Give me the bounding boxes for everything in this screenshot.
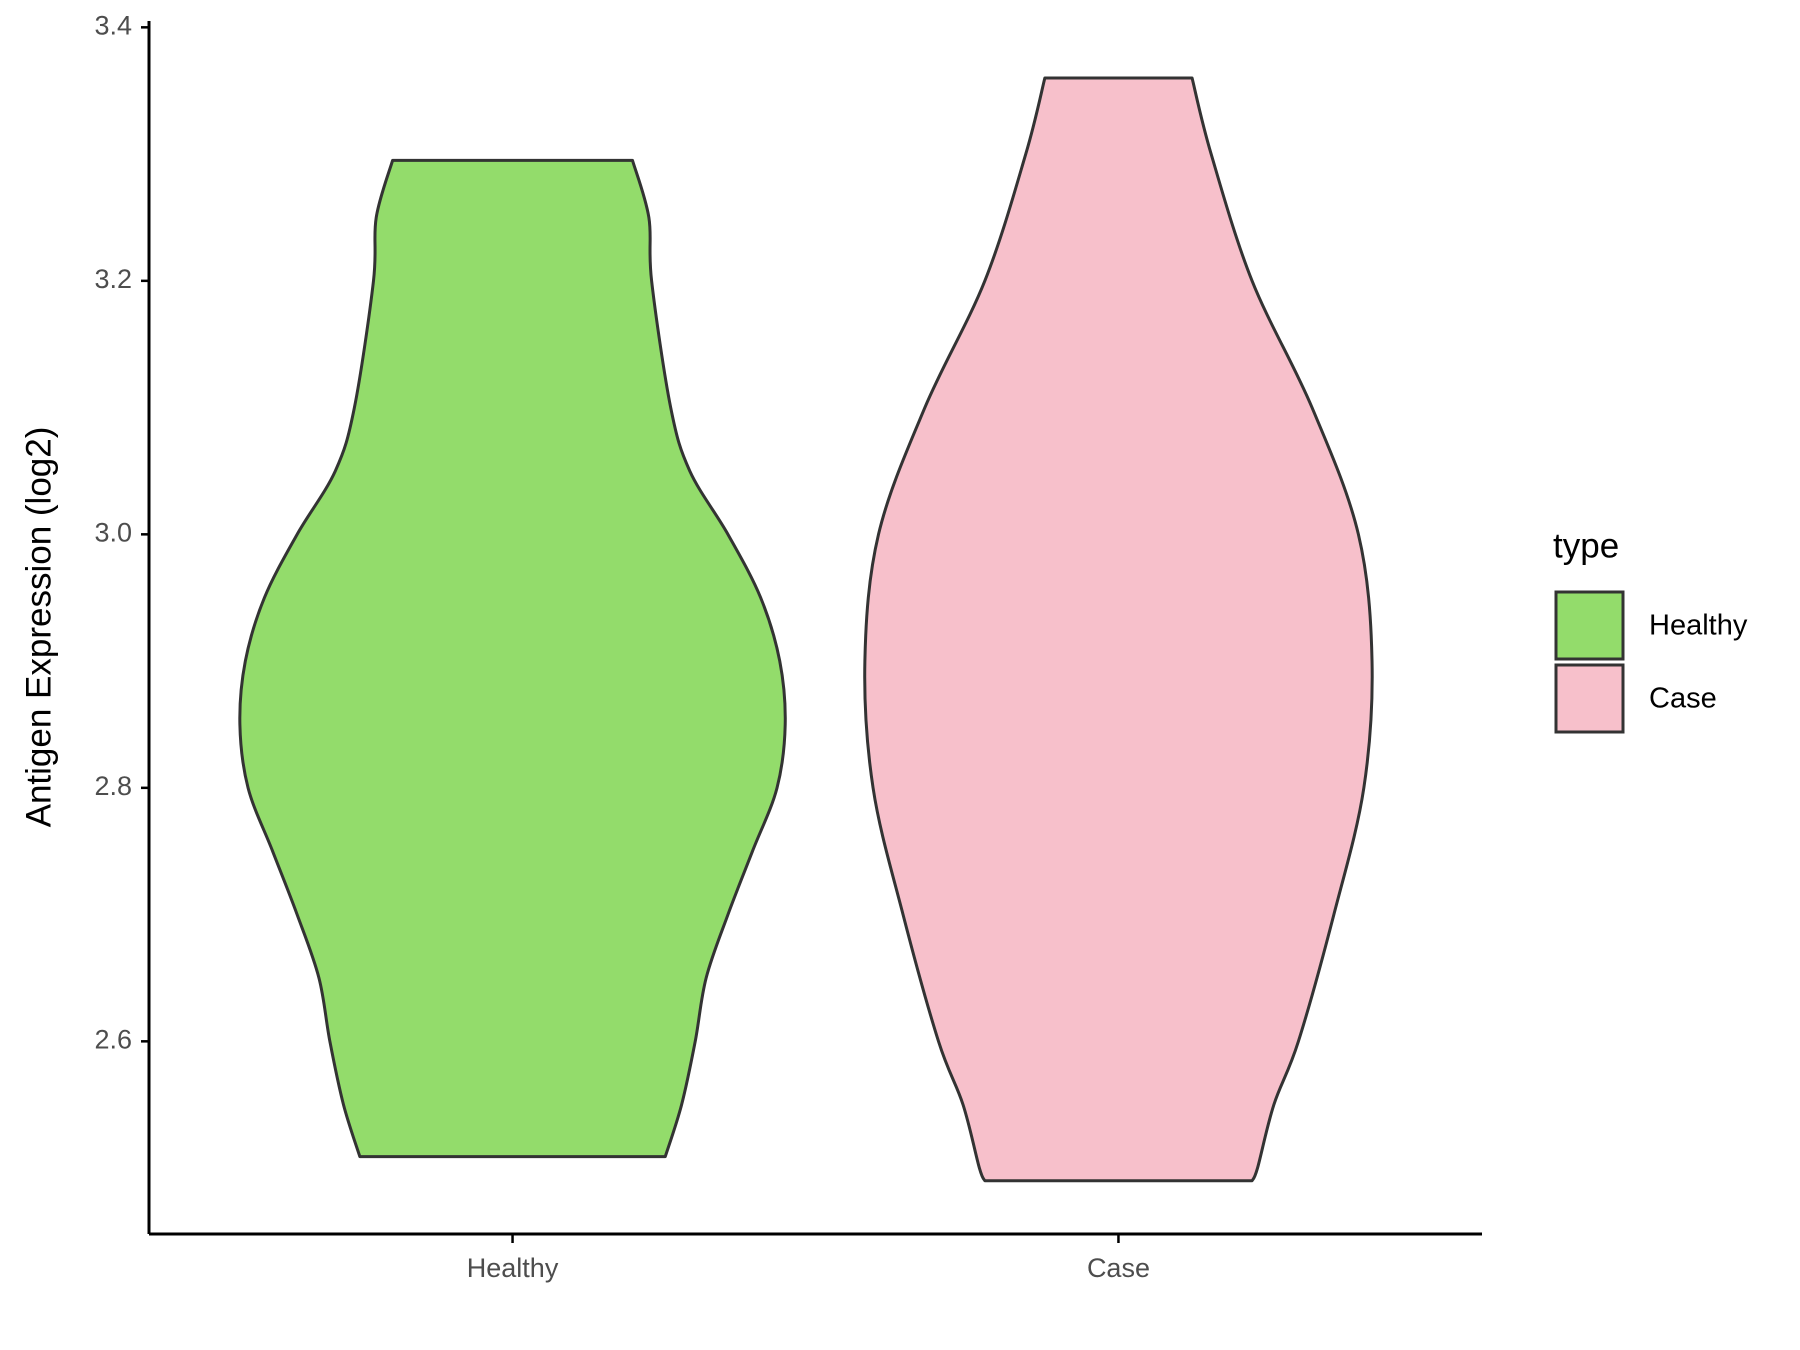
y-tick-label: 2.6 [94,1024,132,1054]
y-tick-label: 3.4 [94,10,132,40]
y-tick-label: 3.0 [94,517,132,547]
legend-label: Case [1649,683,1717,715]
legend-key [1554,663,1625,734]
x-tick-label: Healthy [467,1253,559,1283]
legend-title: type [1553,526,1619,565]
legend-label: Healthy [1649,610,1748,642]
y-tick-label: 2.8 [94,771,132,801]
y-axis-title: Antigen Expression (log2) [19,427,58,828]
violin [863,76,1374,1183]
violin [238,158,787,1159]
x-tick-label: Case [1087,1253,1150,1283]
y-tick-label: 3.2 [94,264,132,294]
legend-key [1554,590,1625,661]
